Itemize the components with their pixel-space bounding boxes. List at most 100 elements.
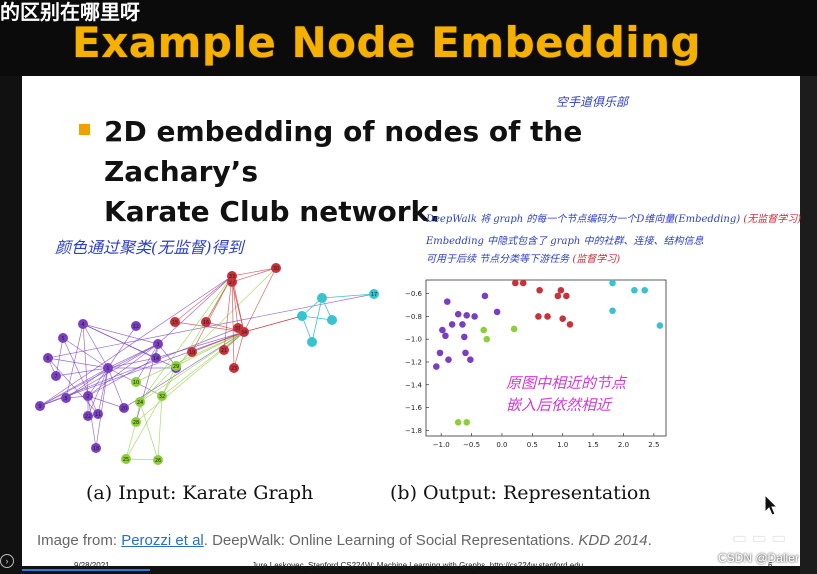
embedding-point-10 bbox=[481, 292, 489, 300]
next-slide-icon[interactable]: › bbox=[0, 554, 14, 568]
graph-node-32 bbox=[157, 391, 167, 401]
embedding-point-2 bbox=[536, 286, 543, 294]
embedding-point-18 bbox=[439, 326, 446, 334]
y-tick-label: −1.2 bbox=[405, 358, 422, 366]
graph-edge bbox=[161, 331, 245, 397]
embedding-point-35 bbox=[656, 322, 664, 329]
graph-edge bbox=[62, 337, 109, 369]
caption-output: (b) Output: Representation bbox=[390, 482, 651, 504]
karate-graph: 1234567891112131418202210242526282932151… bbox=[35, 263, 379, 465]
slide-progress-bar bbox=[22, 569, 150, 571]
graph-node-3 bbox=[153, 339, 163, 349]
heading-line-2: Karate Club network: bbox=[104, 195, 441, 228]
embedding-point-22 bbox=[467, 356, 474, 364]
slide-right-edge bbox=[800, 76, 817, 574]
source-prefix: Image from: bbox=[37, 532, 122, 549]
graph-node-label: 8 bbox=[64, 396, 67, 402]
graph-node-label: 14 bbox=[153, 356, 159, 362]
heading-line-1: 2D embedding of nodes of the Zachary’s bbox=[104, 115, 583, 188]
graph-edge bbox=[55, 367, 109, 377]
graph-edge bbox=[47, 357, 99, 415]
graph-node-label: 34 bbox=[241, 330, 247, 336]
embedding-point-21 bbox=[462, 349, 469, 357]
mouse-pointer-icon bbox=[764, 494, 778, 516]
embedding-point-31 bbox=[609, 279, 616, 287]
graph-edge bbox=[82, 323, 157, 359]
embedding-point-24 bbox=[433, 363, 440, 370]
embedding-point-14 bbox=[471, 313, 478, 320]
x-tick-label: 0.5 bbox=[527, 441, 538, 449]
graph-node-label: 24 bbox=[137, 400, 143, 406]
graph-node-12 bbox=[131, 321, 141, 331]
graph-node-label: 25 bbox=[123, 457, 129, 463]
graph-edge bbox=[135, 331, 245, 423]
graph-edge bbox=[39, 275, 233, 407]
graph-node-label: 30 bbox=[273, 266, 279, 272]
graph-node-label: 2 bbox=[86, 394, 89, 400]
graph-node-label: 21 bbox=[221, 348, 227, 354]
graph-node-label: 17 bbox=[371, 292, 377, 298]
embedding-point-16 bbox=[448, 321, 456, 328]
graph-edge bbox=[174, 275, 233, 323]
graph-node-cyan bbox=[327, 315, 337, 325]
source-end: . bbox=[647, 532, 652, 549]
caption-input: (a) Input: Karate Graph bbox=[86, 482, 314, 504]
embedding-point-34 bbox=[609, 307, 616, 315]
embedding-point-33 bbox=[641, 286, 649, 294]
graph-node-label: 23 bbox=[231, 366, 237, 372]
graph-edge bbox=[82, 323, 109, 369]
graph-node-label: 4 bbox=[81, 322, 84, 328]
csdn-watermark: CSDN @Dalier bbox=[718, 551, 799, 565]
embedding-point-26 bbox=[480, 326, 488, 334]
x-tick-label: 1.5 bbox=[588, 441, 599, 449]
graph-node-label: 1 bbox=[106, 366, 109, 372]
source-text: . DeepWalk: Online Learning of Social Re… bbox=[203, 532, 579, 549]
image-source: Image from: Perozzi et al. DeepWalk: Onl… bbox=[37, 532, 652, 549]
graph-edge bbox=[155, 331, 245, 359]
slide-title: Example Node Embedding bbox=[72, 18, 702, 67]
graph-node-label: 20 bbox=[121, 406, 127, 412]
graph-edge bbox=[87, 367, 109, 397]
embedding-point-6 bbox=[535, 313, 542, 320]
graph-edge bbox=[139, 401, 159, 461]
watermark-ghost-icon: ▭ ▭ ▭ bbox=[732, 530, 787, 547]
graph-node-label: 6 bbox=[46, 356, 49, 362]
graph-node-2 bbox=[83, 391, 93, 401]
graph-node-cyan bbox=[317, 293, 327, 303]
graph-node-9 bbox=[35, 401, 45, 411]
graph-node-label: 28 bbox=[133, 420, 139, 426]
graph-edge bbox=[87, 343, 159, 397]
graph-edge bbox=[233, 331, 245, 369]
graph-node-33 bbox=[227, 271, 237, 281]
graph-edge bbox=[47, 293, 375, 359]
graph-node-15 bbox=[170, 317, 180, 327]
graph-edge bbox=[125, 458, 159, 461]
graph-edge bbox=[82, 323, 159, 345]
embedding-point-11 bbox=[443, 298, 451, 305]
graph-edge bbox=[223, 275, 233, 351]
source-link[interactable]: Perozzi et al bbox=[121, 532, 204, 549]
graph-node-34 bbox=[239, 327, 249, 337]
annotation-deepwalk-2: Embedding 中隐式包含了 graph 中的社群、连接、结构信息 bbox=[426, 236, 704, 247]
graph-edge bbox=[107, 325, 137, 369]
graph-node-28 bbox=[131, 417, 141, 427]
slide-heading: 2D embedding of nodes of the Zachary’s K… bbox=[104, 112, 744, 232]
graph-node-label: 26 bbox=[155, 458, 161, 464]
embedding-scatter-plot: −1.0 −0.5 0.0 0.5 1.0 1.5 2.0 2.5 −0.6 −0.8 −1.0 −1… bbox=[405, 279, 667, 449]
graph-edge bbox=[175, 331, 245, 367]
graph-edge bbox=[135, 331, 245, 383]
graph-edge bbox=[139, 275, 233, 403]
embedding-point-1 bbox=[519, 279, 527, 287]
embedding-point-9 bbox=[559, 315, 567, 323]
graph-edge bbox=[311, 297, 323, 343]
graph-edge bbox=[55, 337, 64, 377]
graph-edge bbox=[39, 343, 159, 407]
embedding-point-12 bbox=[454, 310, 462, 318]
footer-course: Jure Leskovec, Stanford CS224W: Machine … bbox=[252, 561, 584, 570]
embedding-point-28 bbox=[483, 335, 491, 343]
graph-node-5 bbox=[58, 333, 68, 343]
graph-node-8 bbox=[61, 393, 71, 403]
graph-node-label: 12 bbox=[133, 324, 139, 330]
graph-node-20 bbox=[119, 403, 129, 413]
graph-node-30 bbox=[271, 263, 281, 273]
